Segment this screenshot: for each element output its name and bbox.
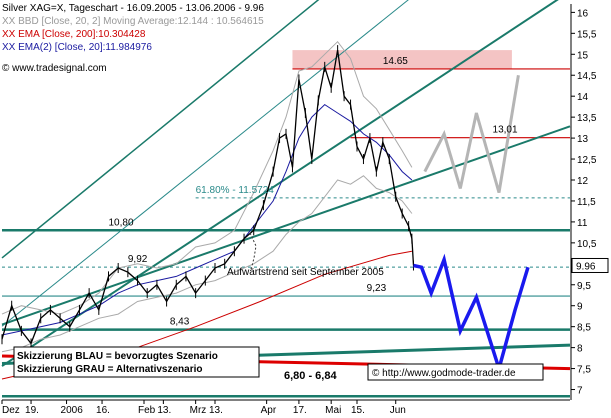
last-price-box bbox=[571, 257, 609, 273]
x-tick-label-3: 16. bbox=[96, 405, 110, 416]
x-tick-label-4: Feb bbox=[138, 405, 156, 416]
bollinger-lower-line bbox=[1, 175, 413, 353]
last-price-label: 9.96 bbox=[576, 261, 596, 272]
y-tick-label-12: 13 bbox=[577, 134, 589, 145]
level-label-0: 14.65 bbox=[383, 56, 408, 67]
uptrend-label: Aufwärtstrend seit September 2005 bbox=[227, 267, 384, 278]
x-tick-label-7: 13. bbox=[209, 405, 223, 416]
x-tick-label-6: Mrz bbox=[190, 405, 207, 416]
x-tick-label-12: Jun bbox=[390, 405, 406, 416]
x-tick-label-10: Mai bbox=[325, 405, 341, 416]
level-labels-group: 14.65 13,01 61.80% - 11.5724 10,80 9,92 9,23 8… bbox=[109, 56, 519, 328]
y-tick-label-2: 8 bbox=[577, 344, 583, 355]
y-tick-label-11: 12,5 bbox=[577, 155, 597, 166]
price-line bbox=[1, 49, 415, 345]
legend-ema200: XX EMA [Close, 200]:10.304428 bbox=[2, 29, 146, 40]
scenario-legend-frame bbox=[13, 346, 260, 378]
trend-line-3 bbox=[1, 125, 571, 326]
x-tick-label-1: 19. bbox=[25, 405, 39, 416]
y-tick-label-1: 7,5 bbox=[577, 365, 591, 376]
y-tick-label-13: 13,5 bbox=[577, 113, 597, 124]
legend-tradesignal: © www.tradesignal.com bbox=[2, 63, 107, 74]
level-label-5: 9,23 bbox=[367, 283, 387, 294]
trend-line-1 bbox=[1, 0, 409, 327]
y-tick-label-8: 11 bbox=[577, 218, 588, 229]
y-tick-label-15: 14,5 bbox=[577, 71, 597, 82]
scenario-group bbox=[413, 74, 530, 375]
y-tick-label-0: 7 bbox=[577, 386, 583, 397]
source-frame bbox=[367, 363, 544, 381]
scenario-grey-line bbox=[423, 74, 520, 194]
source-label: © http://www.godmode-trader.de bbox=[372, 368, 516, 379]
x-tick-label-5: 13. bbox=[157, 405, 171, 416]
x-tick-label-9: 17. bbox=[293, 405, 307, 416]
header-title: Silver XAG=X, Tageschart - 16.09.2005 - … bbox=[2, 3, 264, 14]
y-tick-label-16: 15 bbox=[577, 50, 589, 61]
x-tick-label-8: Apr bbox=[261, 405, 277, 416]
x-tick-label-11: 15. bbox=[351, 405, 365, 416]
y-tick-label-14: 14 bbox=[577, 92, 589, 103]
uptrend-pointer bbox=[249, 232, 257, 271]
x-tick-label-2: 2006 bbox=[61, 405, 84, 416]
source-box: © http://www.godmode-trader.de bbox=[367, 363, 544, 381]
scenario-blue-line bbox=[413, 253, 530, 375]
level-label-6: 8,43 bbox=[170, 317, 190, 328]
header-legend: Silver XAG=X, Tageschart - 16.09.2005 - … bbox=[2, 3, 264, 74]
y-tick-label-3: 8,5 bbox=[577, 323, 591, 334]
scenario-blue-label: Skizzierung BLAU = bevorzugtes Szenario bbox=[17, 351, 218, 362]
trend-line-0 bbox=[1, 0, 320, 259]
scenario-legend-box: Skizzierung BLAU = bevorzugtes Szenario … bbox=[13, 346, 260, 378]
level-label-1: 13,01 bbox=[493, 125, 518, 136]
axes-group: 77,588,599,51010,51111,51212,51313,51414… bbox=[1, 4, 609, 416]
legend-ema20: XX EMA(2) [Close, 20]:11.984976 bbox=[2, 42, 152, 53]
level-label-3: 10,80 bbox=[109, 217, 134, 228]
y-tick-label-7: 10,5 bbox=[577, 239, 597, 250]
level-label-4: 9,92 bbox=[128, 254, 148, 265]
target-range-label: 6,80 - 6,84 bbox=[284, 370, 337, 382]
y-tick-label-10: 12 bbox=[577, 176, 589, 187]
x-tick-label-0: Dez bbox=[2, 405, 20, 416]
scenario-grey-label: Skizzierung GRAU = Alternativszenario bbox=[17, 364, 203, 375]
y-tick-label-18: 16 bbox=[577, 8, 589, 19]
ema20-line bbox=[1, 103, 413, 336]
y-tick-label-5: 9,5 bbox=[577, 281, 591, 292]
y-tick-label-4: 9 bbox=[577, 302, 583, 313]
legend-bbd: XX BBD [Close, 20, 2] Moving Average:12.… bbox=[2, 16, 264, 27]
trend-line-2 bbox=[1, 0, 559, 367]
y-tick-label-9: 11,5 bbox=[577, 197, 596, 208]
level-label-2: 61.80% - 11.5724 bbox=[196, 185, 275, 196]
y-tick-label-17: 15,5 bbox=[577, 29, 597, 40]
